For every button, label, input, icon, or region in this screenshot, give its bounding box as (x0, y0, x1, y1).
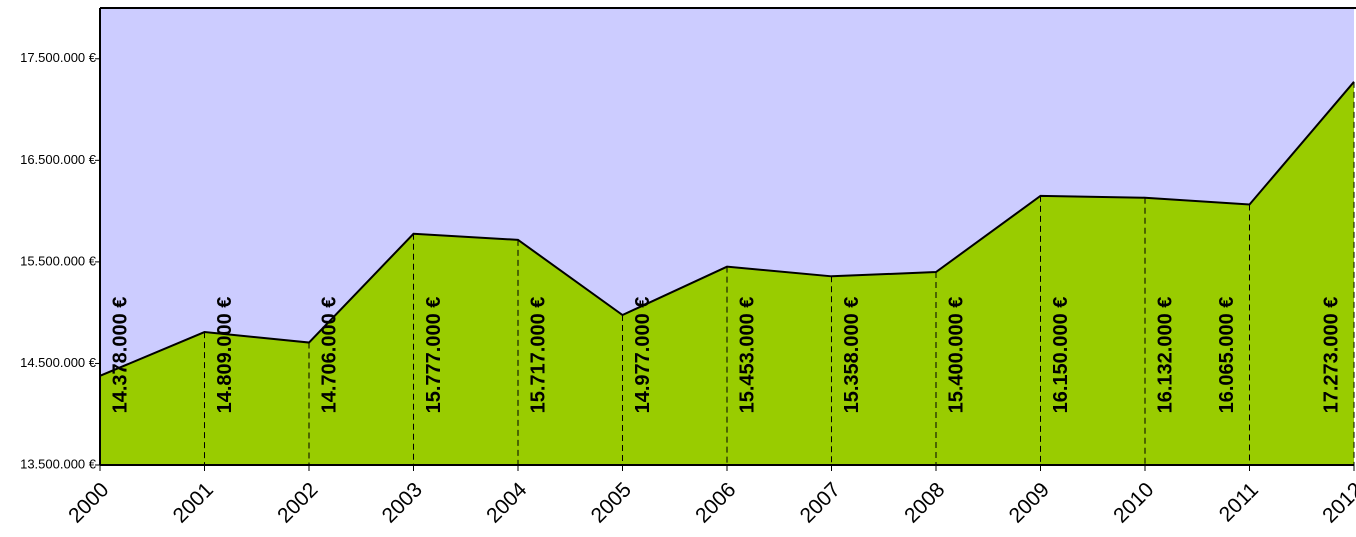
value-label: 16.150.000 € (1050, 297, 1072, 414)
value-label: 14.378.000 € (109, 297, 131, 414)
value-label: 15.777.000 € (423, 297, 445, 414)
x-tick-label: 2009 (1005, 478, 1054, 527)
value-label: 15.358.000 € (841, 297, 863, 414)
value-label: 16.132.000 € (1154, 297, 1176, 414)
x-tick-label: 2003 (378, 478, 427, 527)
x-tick-label: 2007 (796, 478, 845, 527)
value-label: 14.977.000 € (632, 297, 654, 414)
x-tick-label: 2000 (64, 478, 113, 527)
value-label: 14.706.000 € (318, 297, 340, 414)
y-tick-label: 15.500.000 € (20, 253, 97, 268)
value-label: 15.453.000 € (736, 297, 758, 414)
x-tick-label: 2005 (587, 478, 636, 527)
value-label: 14.809.000 € (214, 297, 236, 414)
x-tick-label: 2010 (1109, 478, 1158, 527)
x-tick-label: 2001 (169, 478, 218, 527)
x-tick-label: 2006 (691, 478, 740, 527)
y-tick-label: 17.500.000 € (20, 50, 97, 65)
y-tick-label: 14.500.000 € (20, 355, 97, 370)
x-tick-label: 2008 (900, 478, 949, 527)
value-label: 15.400.000 € (945, 297, 967, 414)
value-label: 16.065.000 € (1216, 297, 1238, 414)
x-tick-label: 2011 (1215, 478, 1263, 526)
value-label: 17.273.000 € (1320, 297, 1342, 414)
x-tick-label: 2004 (482, 478, 532, 528)
x-tick-label: 2002 (273, 478, 322, 527)
y-tick-label: 13.500.000 € (20, 456, 97, 471)
y-tick-label: 16.500.000 € (20, 152, 97, 167)
x-tick-label: 2012 (1318, 478, 1356, 527)
value-label: 15.717.000 € (527, 297, 549, 414)
